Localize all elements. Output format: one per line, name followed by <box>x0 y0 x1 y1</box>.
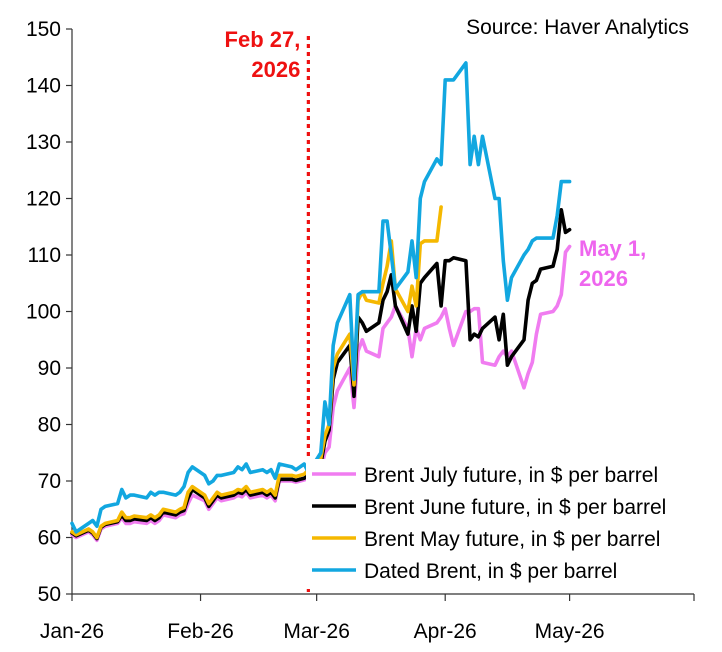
annotation-label: Feb 27, 2026 <box>225 27 301 82</box>
y-tick-label: 70 <box>38 470 61 493</box>
x-tick-label: Mar-26 <box>283 620 350 643</box>
annotations: Feb 27, 2026 May 1, 2026 <box>225 27 647 291</box>
annotation-line: 2026 <box>579 266 628 291</box>
x-tick-label: Apr-26 <box>414 620 477 643</box>
legend-label-2: Brent June future, in $ per barrel <box>364 496 666 519</box>
series-line-3 <box>70 205 443 540</box>
legend: Brent July future, in $ per barrel Brent … <box>306 459 716 589</box>
series-layer <box>70 61 572 543</box>
axes: 50 60 70 80 90 100 110 120 130 140 150 Jan-26 Feb-26… <box>26 18 695 643</box>
y-tick-label: 130 <box>26 131 61 154</box>
y-tick-label: 80 <box>38 414 61 437</box>
y-tick-label: 150 <box>26 18 61 41</box>
annotation-label: May 1, 2026 <box>579 236 646 291</box>
x-tick-label: May-26 <box>535 620 605 643</box>
x-tick-label: Jan-26 <box>40 620 104 643</box>
legend-label-4: Dated Brent, in $ per barrel <box>364 560 617 583</box>
y-tick-label: 90 <box>38 357 61 380</box>
y-tick-label: 140 <box>26 75 61 98</box>
legend-label-1: Brent July future, in $ per barrel <box>364 464 658 487</box>
source-note: Source: Haver Analytics <box>466 16 689 39</box>
annotation-line: Feb 27, <box>225 27 301 52</box>
annotation-line: May 1, <box>579 236 646 261</box>
legend-label-3: Brent May future, in $ per barrel <box>364 528 660 551</box>
y-tick-label: 110 <box>28 244 61 267</box>
annotation-line: 2026 <box>251 57 300 82</box>
y-tick-label: 120 <box>26 188 61 211</box>
series-line-1 <box>70 244 572 543</box>
legend-box <box>306 459 716 589</box>
y-tick-label: 100 <box>26 301 61 324</box>
x-tick-label: Feb-26 <box>167 620 234 643</box>
series-line-4 <box>70 61 572 534</box>
y-tick-label: 50 <box>38 583 61 606</box>
y-tick-label: 60 <box>38 527 61 550</box>
